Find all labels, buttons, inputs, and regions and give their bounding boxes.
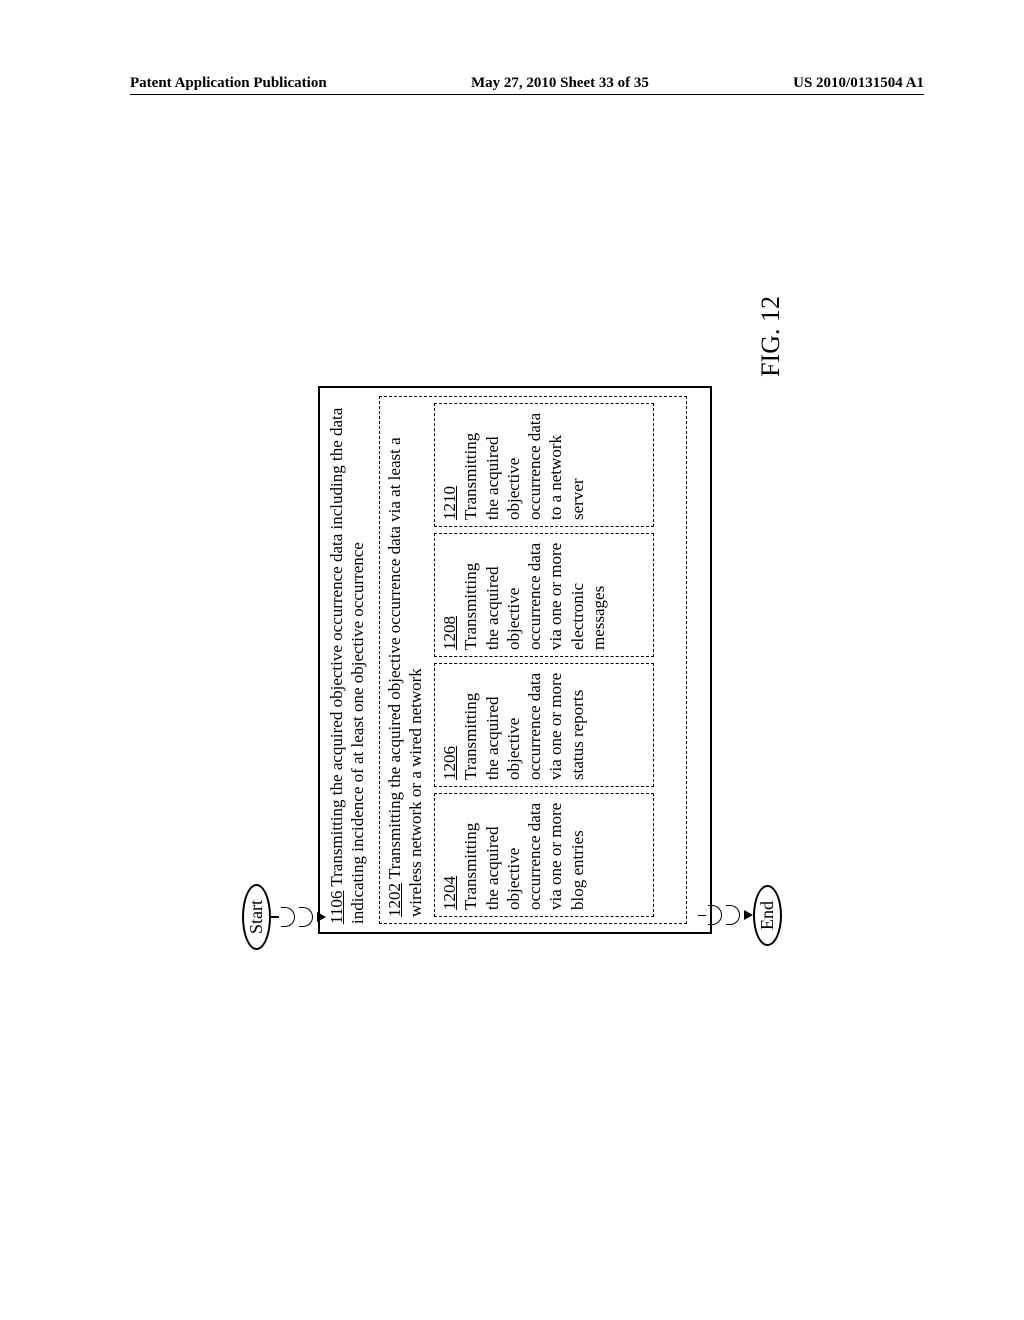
connector-icon — [299, 907, 313, 927]
ref-1210: 1210 — [439, 410, 460, 520]
step-1106-box: 1106 Transmitting the acquired objective… — [318, 386, 712, 934]
end-group: End — [698, 885, 782, 946]
flowchart-diagram: Start 1106 Transmitting the acquired obj… — [242, 386, 782, 934]
ref-1206: 1206 — [439, 670, 460, 780]
text-1106: Transmitting the acquired objective occu… — [327, 408, 367, 924]
connector-icon — [281, 907, 295, 927]
connector-icon — [708, 906, 722, 926]
start-group: Start — [242, 884, 326, 950]
text-1210: Transmitting the acquired objective occu… — [460, 410, 588, 520]
arrow-down-icon — [744, 911, 753, 921]
step-1208-box: 1208 Transmitting the acquired objective… — [434, 533, 654, 657]
pub-type: Patent Application Publication — [130, 75, 327, 92]
text-1204: Transmitting the acquired objective occu… — [460, 800, 588, 910]
step-1204-box: 1204 Transmitting the acquired objective… — [434, 793, 654, 917]
connector-icon — [726, 906, 740, 926]
start-terminal: Start — [242, 884, 271, 950]
end-terminal: End — [753, 885, 782, 946]
step-1202-box: 1202 Transmitting the acquired objective… — [379, 396, 687, 924]
figure-label: FIG. 12 — [756, 296, 786, 377]
step-1202-text: 1202 Transmitting the acquired objective… — [384, 403, 427, 917]
ref-1208: 1208 — [439, 540, 460, 650]
text-1208: Transmitting the acquired objective occu… — [460, 540, 609, 650]
ref-1204: 1204 — [439, 800, 460, 910]
page-header: Patent Application Publication May 27, 2… — [130, 75, 924, 95]
text-1202: Transmitting the acquired objective occu… — [385, 437, 425, 917]
sheet-info: May 27, 2010 Sheet 33 of 35 — [471, 75, 649, 92]
pub-number: US 2010/0131504 A1 — [793, 75, 924, 92]
step-1210-box: 1210 Transmitting the acquired objective… — [434, 403, 654, 527]
step-1106-text: 1106 Transmitting the acquired objective… — [326, 396, 369, 924]
step-1206-box: 1206 Transmitting the acquired objective… — [434, 663, 654, 787]
ref-1106: 1106 — [327, 891, 346, 924]
text-1206: Transmitting the acquired objective occu… — [460, 670, 588, 780]
sub-steps-row: 1204 Transmitting the acquired objective… — [434, 403, 654, 917]
ref-1202: 1202 — [385, 883, 404, 917]
